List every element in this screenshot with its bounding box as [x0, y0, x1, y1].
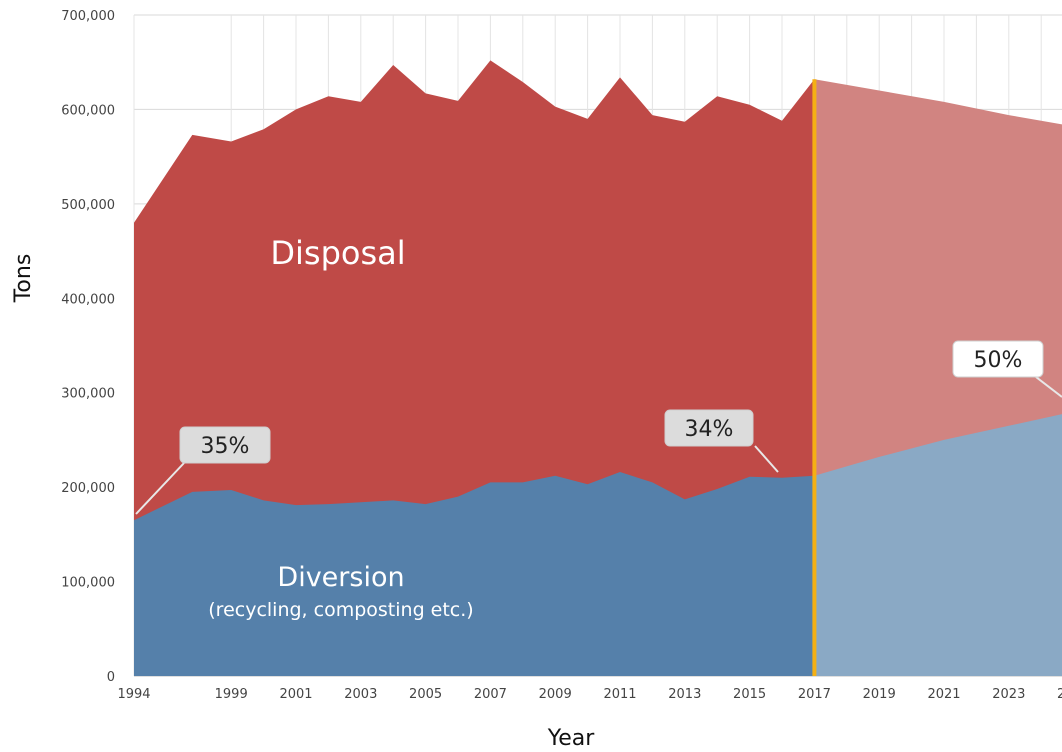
callout-label: 50%	[974, 348, 1023, 373]
x-tick-label: 2009	[539, 687, 572, 702]
x-tick-label: 2011	[603, 687, 636, 702]
callout-leader	[135, 462, 185, 515]
disposal-label: Disposal	[270, 234, 405, 272]
y-tick-label: 600,000	[61, 103, 115, 118]
callout-label: 34%	[685, 417, 734, 442]
y-tick-labels: 0 100,000 200,000 300,000 400,000 500,000 600,…	[61, 9, 115, 685]
x-tick-label: 2001	[279, 687, 312, 702]
x-tick-label: 1999	[215, 687, 248, 702]
y-tick-label: 200,000	[61, 481, 115, 496]
callout-leader	[1035, 376, 1062, 398]
y-tick-label: 0	[107, 670, 115, 685]
y-tick-label: 400,000	[61, 292, 115, 307]
diversion-label: Diversion	[277, 562, 404, 593]
y-tick-label: 300,000	[61, 387, 115, 402]
x-axis-title: Year	[547, 726, 596, 751]
x-tick-labels: 1994 1999 2001 2003 2005 2007 2009 2011 2013 2015…	[117, 687, 1062, 702]
x-tick-label: 2019	[863, 687, 896, 702]
callout-box	[179, 426, 271, 464]
x-tick-label: 2013	[668, 687, 701, 702]
x-tick-label: 2017	[798, 687, 831, 702]
percentage-callouts: 35% 34% 50%	[135, 340, 1062, 515]
x-tick-label: 2021	[927, 687, 960, 702]
callout-label: 35%	[201, 434, 250, 459]
projected-diversion-area	[814, 414, 1062, 676]
x-tick-label: 2023	[992, 687, 1025, 702]
callout-leader	[754, 445, 779, 473]
x-tick-label: 2007	[474, 687, 507, 702]
y-tick-label: 700,000	[61, 9, 115, 24]
diversion-area	[134, 472, 815, 676]
x-tick-label: 1994	[117, 687, 150, 702]
x-tick-label: 2003	[344, 687, 377, 702]
callout-box	[952, 340, 1044, 378]
x-tick-label: 2025	[1057, 687, 1062, 702]
callout-box	[664, 409, 754, 447]
diversion-sublabel: (recycling, composting etc.)	[208, 599, 473, 621]
chart-areas	[134, 60, 1062, 677]
x-tick-label: 2015	[733, 687, 766, 702]
y-tick-label: 500,000	[61, 198, 115, 213]
x-tick-label: 2005	[409, 687, 442, 702]
y-axis-title: Tons	[11, 254, 36, 304]
y-tick-label: 100,000	[61, 576, 115, 591]
